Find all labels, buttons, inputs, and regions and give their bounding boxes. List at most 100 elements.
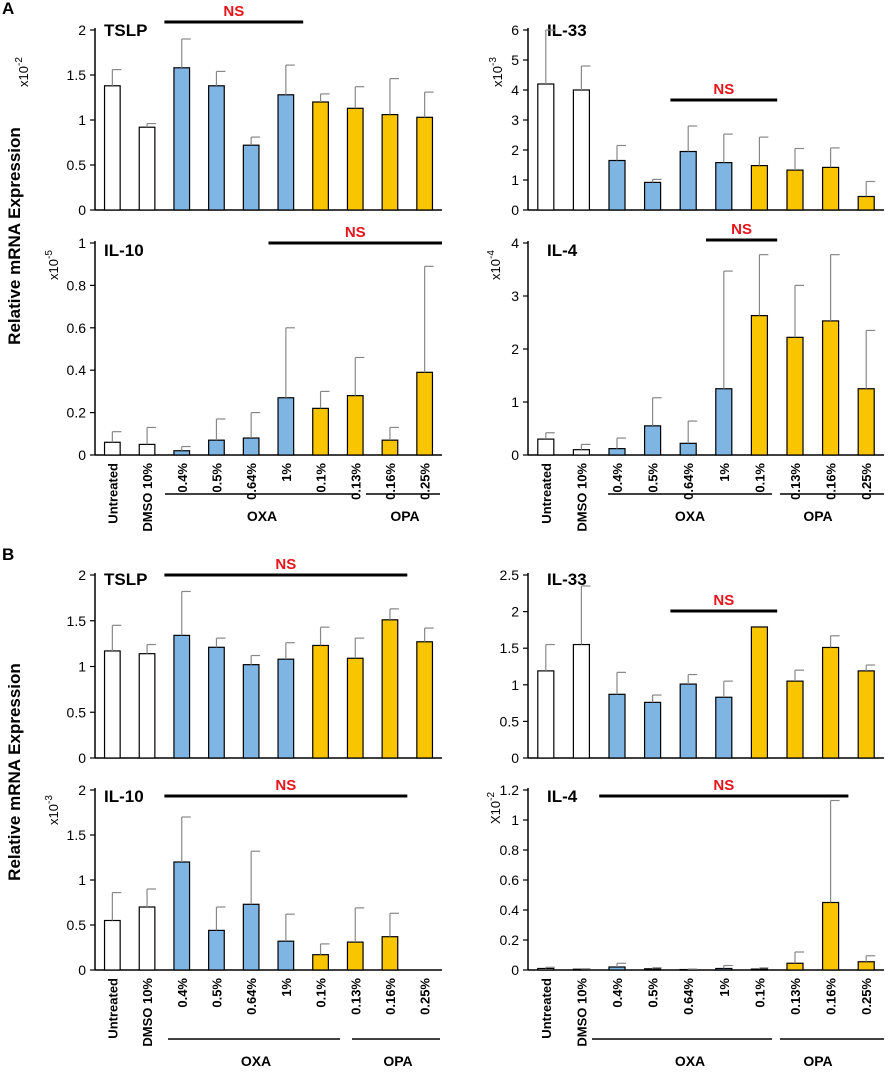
x-category-label: 0.64% [681, 978, 696, 1015]
x-axis-b-left: Untreated DMSO 10% 0.4% 0.5% 0.64% 1% 0.… [105, 978, 440, 1069]
x-category-label: DMSO 10% [140, 978, 155, 1047]
x-category-label: 0.16% [383, 463, 398, 500]
y-tick-label: 0 [511, 750, 519, 766]
x-category-label: 0.4% [175, 978, 190, 1008]
bar [643, 181, 662, 211]
x-category-label: 0.5% [646, 978, 661, 1008]
bar [537, 670, 555, 759]
y-tick-label: 2 [511, 604, 519, 620]
x-category-label: 0.25% [418, 978, 433, 1015]
bar [750, 626, 769, 759]
y-scale-multiplier: x10-3 [488, 57, 505, 87]
ns-label: NS [713, 81, 734, 98]
x-axis-b-right: Untreated DMSO 10% 0.4% 0.5% 0.64% 1% 0.… [539, 978, 884, 1069]
x-category-label: 0.13% [348, 463, 363, 500]
bar [312, 407, 329, 456]
bar [138, 126, 156, 211]
x-category-label: 0.5% [646, 463, 661, 493]
y-tick-label: 1 [78, 872, 86, 888]
bar [242, 903, 260, 971]
x-category-label: DMSO 10% [574, 978, 589, 1047]
y-tick-label: 4 [511, 82, 519, 98]
x-category-label: DMSO 10% [140, 463, 155, 532]
bar [857, 961, 875, 971]
chart-title: IL-4 [547, 787, 578, 806]
y-tick-label: 6 [511, 22, 519, 38]
y-scale-multiplier: x10-4 [486, 250, 503, 280]
bar [537, 438, 555, 456]
y-tick-label: 4 [511, 235, 519, 251]
y-scale-exponent: -2 [486, 792, 497, 801]
group-label-oxa: OXA [675, 1053, 705, 1069]
y-scale-exponent: -5 [44, 250, 55, 259]
bar [173, 450, 191, 456]
x-category-label: 0.1% [752, 978, 767, 1008]
chart-title: IL-33 [547, 21, 587, 40]
bar [643, 701, 662, 759]
y-tick-label: 0.5 [67, 917, 87, 933]
y-tick-label: 0 [78, 750, 86, 766]
bar [786, 962, 804, 971]
x-category-label: 0.13% [788, 978, 803, 1015]
x-category-label: 0.4% [610, 978, 625, 1008]
bar [572, 449, 591, 456]
y-tick-label: 2.5 [500, 567, 520, 583]
bar [346, 107, 364, 211]
bar [138, 653, 156, 759]
y-tick-label: 1 [511, 812, 519, 828]
x-category-labels: Untreated DMSO 10% 0.4% 0.5% 0.64% 1% 0.… [539, 463, 874, 532]
bar [416, 641, 434, 759]
y-tick-label: 2 [78, 782, 86, 798]
x-category-label: 0.16% [824, 978, 839, 1015]
x-category-label: 0.25% [859, 978, 874, 1015]
x-category-labels: Untreated DMSO 10% 0.4% 0.5% 0.64% 1% 0.… [105, 463, 432, 532]
bar [715, 388, 733, 456]
bar [857, 195, 875, 211]
bar [679, 683, 697, 759]
y-tick-label: 1 [511, 677, 519, 693]
x-category-label: Untreated [539, 463, 554, 524]
bar [821, 166, 840, 211]
x-category-label: Untreated [105, 978, 120, 1039]
y-tick-label: 2 [78, 22, 86, 38]
bar [821, 901, 840, 971]
chart-a-tslp: 0 0.5 1 1.5 2 TSLP x10-2 NS [14, 3, 442, 218]
y-scale-base: x10 [16, 66, 31, 87]
bar [381, 936, 399, 971]
y-tick-label: 0 [511, 202, 519, 218]
chart-b-il4: 0 0.2 0.4 0.6 0.8 1 1.2 IL-4 X10-2 NS [486, 777, 884, 978]
bar [821, 320, 840, 456]
y-tick-label: 5 [511, 52, 519, 68]
bar [242, 144, 260, 211]
bar [103, 441, 121, 456]
bar [715, 162, 733, 211]
bar [208, 929, 225, 971]
y-tick-label: 0.4 [67, 362, 87, 378]
chart-title: TSLP [104, 570, 147, 589]
bar [103, 85, 121, 211]
x-category-label: 0.16% [383, 978, 398, 1015]
group-label-oxa: OXA [241, 1053, 271, 1069]
bar [786, 169, 804, 211]
x-category-label: 0.13% [348, 978, 363, 1015]
bar [572, 643, 591, 759]
y-scale-multiplier: x10-3 [44, 795, 61, 825]
x-category-label: 0.25% [859, 463, 874, 500]
y-scale-multiplier: X10-2 [486, 792, 503, 824]
y-tick-label: 1.5 [67, 827, 87, 843]
group-label-opa: OPA [383, 1053, 412, 1069]
y-tick-label: 1 [511, 172, 519, 188]
chart-title: IL-4 [547, 241, 578, 260]
y-tick-label: 1.5 [67, 613, 87, 629]
y-tick-label: 0 [78, 447, 86, 463]
bar [608, 448, 626, 456]
panel-letter-a: A [2, 0, 14, 18]
x-category-label: 0.64% [244, 978, 259, 1015]
x-category-label: 0.64% [244, 463, 259, 500]
x-axis-a-left: Untreated DMSO 10% 0.4% 0.5% 0.64% 1% 0.… [105, 463, 440, 532]
bar [381, 439, 399, 456]
bar [242, 664, 260, 759]
bar [138, 906, 156, 971]
y-scale-exponent: -3 [488, 57, 499, 66]
